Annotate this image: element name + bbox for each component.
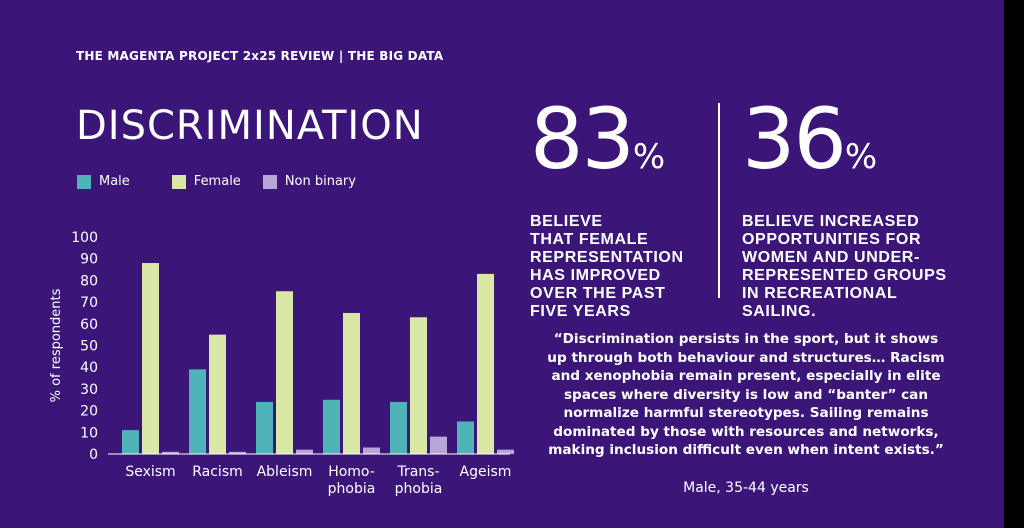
bar-female (410, 317, 427, 454)
bar-female (142, 263, 159, 454)
stat-line: OVER THE PAST (530, 285, 666, 302)
stat-line: OPPORTUNITIES FOR (742, 231, 922, 248)
quote-attribution: Male, 35-44 years (683, 480, 809, 496)
legend-label-nonbinary: Non binary (284, 174, 356, 189)
stat-line: BELIEVE (530, 213, 603, 230)
x-tick-label: Sexism (125, 464, 175, 480)
bar-non-binary (497, 449, 514, 454)
stat-unit: % (632, 137, 666, 177)
report-header: THE MAGENTA PROJECT 2x25 REVIEW | THE BI… (76, 49, 444, 63)
legend-swatch-male (77, 174, 91, 189)
bar-male (122, 430, 139, 454)
bar-non-binary (162, 451, 179, 454)
quote-line: and xenophobia remain present, especiall… (551, 368, 941, 384)
quote-line: “Discrimination persists in the sport, b… (553, 331, 939, 347)
y-tick-label: 40 (80, 360, 98, 376)
stat-number: 83 (530, 90, 635, 188)
bar-female (343, 312, 360, 454)
chart-legend: Male Female Non binary (77, 174, 378, 189)
section-title: DISCRIMINATION (76, 103, 424, 149)
stat-divider (718, 103, 720, 298)
y-tick-label: 50 (80, 339, 98, 355)
legend-label-male: Male (99, 174, 130, 189)
stat-line: REPRESENTED GROUPS (742, 267, 947, 284)
bar-female (209, 334, 226, 454)
quote-block: “Discrimination persists in the sport, b… (528, 330, 964, 460)
x-tick-label: Racism (192, 464, 243, 480)
bar-male (457, 421, 474, 454)
stat-line: REPRESENTATION (530, 249, 684, 266)
window-edge (1004, 0, 1024, 528)
bar-chart: 0 10 20 30 40 50 60 70 80 90 100 % of respondents Se… (49, 230, 514, 497)
legend-item-male: Male (77, 174, 130, 189)
stat-line: HAS IMPROVED (530, 267, 661, 284)
stat-line: BELIEVE INCREASED (742, 213, 920, 230)
x-tick-label: Ageism (460, 464, 512, 480)
stat-line: WOMEN AND UNDER- (742, 249, 920, 266)
x-tick-label: Ableism (257, 464, 313, 480)
stat-description: BELIEVE THAT FEMALE REPRESENTATION HAS I… (530, 213, 710, 321)
stat-line: THAT FEMALE (530, 231, 649, 248)
y-axis-label: % of respondents (49, 288, 64, 402)
stat-line: FIVE YEARS (530, 303, 631, 320)
stat-value: 36% (742, 97, 982, 199)
legend-swatch-female (171, 174, 186, 189)
legend-label-female: Female (193, 174, 241, 189)
stat-description: BELIEVE INCREASED OPPORTUNITIES FOR WOME… (742, 213, 982, 321)
legend-swatch-nonbinary (262, 174, 277, 189)
x-tick-label: Homo- (328, 464, 375, 480)
legend-item-female: Female (171, 174, 241, 189)
bar-male (323, 399, 340, 454)
quote-line: spaces where diversity is low and “bante… (563, 386, 929, 403)
x-tick-label: phobia (395, 481, 443, 497)
quote-line: making inclusion difficult even when int… (548, 442, 944, 458)
bar-female (276, 291, 293, 454)
y-tick-label: 20 (80, 404, 98, 420)
stat-unit: % (844, 137, 878, 177)
stat-number: 36 (742, 90, 847, 188)
bar-male (256, 401, 273, 454)
bar-non-binary (229, 451, 246, 454)
quote-line: normalize harmful stereotypes. Sailing r… (563, 405, 929, 421)
stat-representation: 83% BELIEVE THAT FEMALE REPRESENTATION H… (530, 97, 710, 321)
quote-line: up through both behaviour and structures… (547, 349, 945, 366)
y-tick-label: 60 (80, 317, 98, 333)
stat-line: IN RECREATIONAL (742, 285, 898, 302)
y-tick-label: 70 (80, 295, 98, 311)
bar-non-binary (363, 447, 380, 454)
x-tick-label: Trans- (396, 464, 439, 480)
y-tick-label: 30 (80, 382, 98, 398)
bar-male (189, 369, 206, 454)
bar-male (390, 401, 407, 454)
bar-female (477, 273, 494, 454)
stat-opportunities: 36% BELIEVE INCREASED OPPORTUNITIES FOR … (742, 97, 982, 321)
bar-non-binary (296, 449, 313, 454)
stat-line: SAILING. (742, 303, 817, 320)
bar-non-binary (430, 436, 447, 454)
quote-line: dominated by those with resources and ne… (553, 423, 939, 440)
y-tick-label: 10 (80, 425, 98, 441)
y-tick-label: 80 (80, 273, 98, 289)
stat-value: 83% (530, 97, 710, 199)
x-tick-label: phobia (328, 481, 376, 497)
y-tick-label: 0 (89, 447, 98, 463)
y-tick-label: 90 (80, 252, 98, 268)
y-tick-label: 100 (71, 230, 98, 246)
legend-item-nonbinary: Non binary (262, 174, 356, 189)
